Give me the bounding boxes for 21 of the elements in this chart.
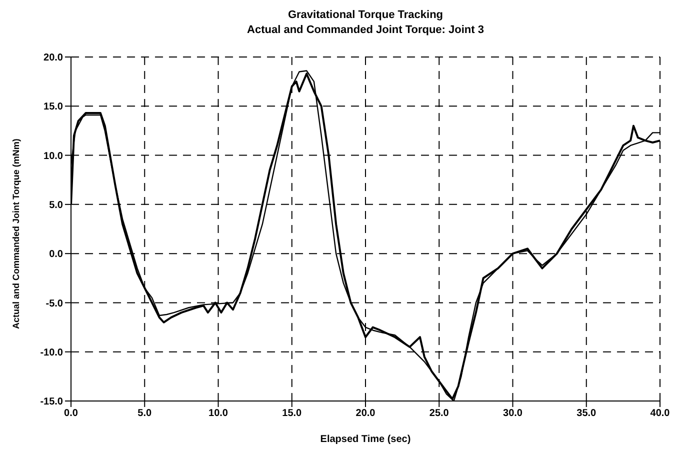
- x-tick-label: 0.0: [64, 408, 78, 420]
- x-tick-label: 25.0: [429, 408, 450, 420]
- x-tick-label: 30.0: [503, 408, 523, 420]
- x-tick-label: 15.0: [282, 408, 302, 420]
- y-tick-label: 15.0: [44, 102, 64, 113]
- x-axis-title: Elapsed Time (sec): [320, 434, 411, 445]
- y-tick-label: -10.0: [40, 347, 64, 358]
- y-tick-label: 0.0: [49, 249, 64, 260]
- x-tick-label: 10.0: [208, 408, 228, 420]
- y-tick-label: 5.0: [49, 200, 64, 211]
- chart-subtitle: Actual and Commanded Joint Torque: Joint 3: [246, 23, 485, 38]
- chart-title: Gravitational Torque Tracking: [286, 8, 444, 23]
- y-tick-label: -15.0: [40, 396, 64, 408]
- y-tick-label: -5.0: [46, 298, 64, 310]
- y-axis-title: Actual and Commanded Joint Torque (mNm): [11, 138, 22, 329]
- y-tick-label: 10.0: [44, 150, 64, 162]
- x-tick-label: 40.0: [650, 408, 670, 420]
- x-tick-label: 20.0: [356, 408, 376, 420]
- x-tick-label: 5.0: [138, 408, 152, 420]
- x-tick-label: 35.0: [576, 408, 597, 420]
- y-tick-label: 20.0: [44, 52, 64, 64]
